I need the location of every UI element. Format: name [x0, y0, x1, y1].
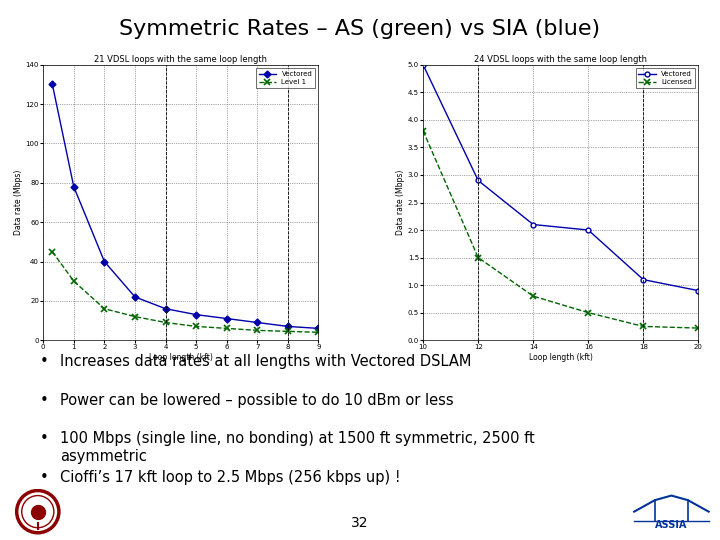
Licensed: [639, 323, 648, 329]
Text: Power can be lowered – possible to do 10 dBm or less: Power can be lowered – possible to do 10…: [60, 393, 454, 408]
Text: Symmetric Rates – AS (green) vs SIA (blue): Symmetric Rates – AS (green) vs SIA (blu…: [120, 19, 600, 39]
Vectored: [130, 294, 139, 300]
Line: Licensed: Licensed: [420, 128, 701, 331]
Level 1: [161, 319, 170, 326]
Legend: Vectored, Licensed: Vectored, Licensed: [636, 68, 695, 88]
Text: •: •: [40, 393, 48, 408]
Licensed: [694, 325, 703, 332]
Level 1: [314, 329, 323, 335]
Vectored: [69, 184, 78, 190]
Vectored: [48, 81, 57, 87]
Line: Vectored: Vectored: [420, 62, 701, 293]
Level 1: [284, 328, 292, 335]
Title: 24 VDSL loops with the same loop length: 24 VDSL loops with the same loop length: [474, 55, 647, 64]
Level 1: [253, 327, 261, 334]
Vectored: [474, 177, 482, 184]
Level 1: [48, 248, 57, 255]
Title: 21 VDSL loops with the same loop length: 21 VDSL loops with the same loop length: [94, 55, 267, 64]
Y-axis label: Data rate (Mbps): Data rate (Mbps): [396, 170, 405, 235]
Text: •: •: [40, 354, 48, 369]
Text: Cioffi’s 17 kft loop to 2.5 Mbps (256 kbps up) !: Cioffi’s 17 kft loop to 2.5 Mbps (256 kb…: [60, 470, 400, 485]
Text: •: •: [40, 470, 48, 485]
Y-axis label: Data rate (Mbps): Data rate (Mbps): [14, 170, 23, 235]
Vectored: [222, 315, 231, 322]
Licensed: [584, 309, 593, 316]
Vectored: [639, 276, 648, 283]
Level 1: [100, 306, 109, 312]
Vectored: [529, 221, 538, 228]
Text: Increases data rates at all lengths with Vectored DSLAM: Increases data rates at all lengths with…: [60, 354, 471, 369]
Vectored: [161, 306, 170, 312]
X-axis label: Loop length (kft): Loop length (kft): [528, 353, 593, 362]
Vectored: [192, 312, 200, 318]
X-axis label: Loop length (kft): Loop length (kft): [149, 353, 213, 362]
Vectored: [314, 325, 323, 332]
Text: 100 Mbps (single line, no bonding) at 1500 ft symmetric, 2500 ft
asymmetric: 100 Mbps (single line, no bonding) at 15…: [60, 431, 534, 464]
Text: ASSIA: ASSIA: [655, 520, 688, 530]
Level 1: [192, 323, 200, 329]
Licensed: [419, 127, 428, 134]
Line: Level 1: Level 1: [50, 249, 321, 335]
Level 1: [69, 278, 78, 285]
Vectored: [694, 287, 703, 294]
Text: •: •: [40, 431, 48, 447]
Vectored: [100, 258, 109, 265]
Vectored: [284, 323, 292, 329]
Legend: Vectored, Level 1: Vectored, Level 1: [256, 68, 315, 88]
Text: 32: 32: [351, 516, 369, 530]
Level 1: [130, 313, 139, 320]
Vectored: [253, 319, 261, 326]
Vectored: [419, 62, 428, 68]
Licensed: [529, 293, 538, 299]
Level 1: [222, 325, 231, 332]
Vectored: [584, 227, 593, 233]
Line: Vectored: Vectored: [50, 82, 321, 331]
Licensed: [474, 254, 482, 261]
